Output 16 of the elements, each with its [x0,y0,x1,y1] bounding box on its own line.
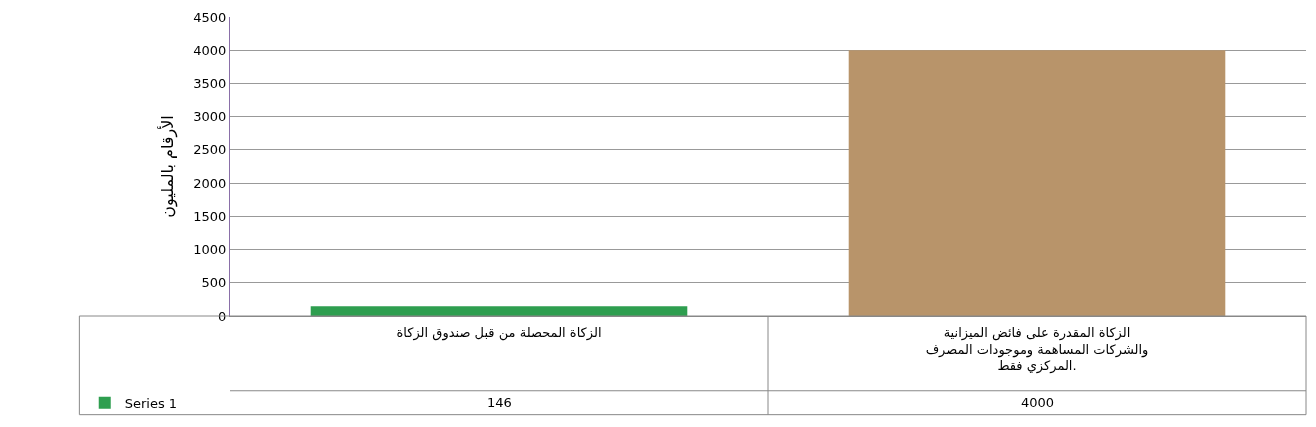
y-tick-label: 3000 [193,109,227,125]
y-tick-label: 0 [218,308,227,324]
y-tick-label: 1000 [193,242,227,258]
y-tick-label: 3500 [193,75,227,91]
data-label: 4000 [1021,395,1055,410]
legend-label: Series 1 [124,395,178,411]
y-tick-label: 2000 [193,175,227,191]
y-tick-label: 4500 [193,9,227,25]
y-axis-title: الأرقام بالمليون [157,115,179,218]
y-tick-label: 1500 [193,208,227,224]
y-tick-label: 2500 [193,142,227,158]
y-tick-label: 500 [201,275,227,291]
x-tick-label: الزكاة المحصلة من قبل صندوق الزكاة [396,324,602,341]
y-tick-label: 4000 [193,42,227,58]
x-tick-label: الزكاة المقدرة على فائض الميزانية والشركات المساهمة وموجودات المصرف المركزي فقط. [925,324,1149,375]
data-label: 146 [487,395,512,410]
